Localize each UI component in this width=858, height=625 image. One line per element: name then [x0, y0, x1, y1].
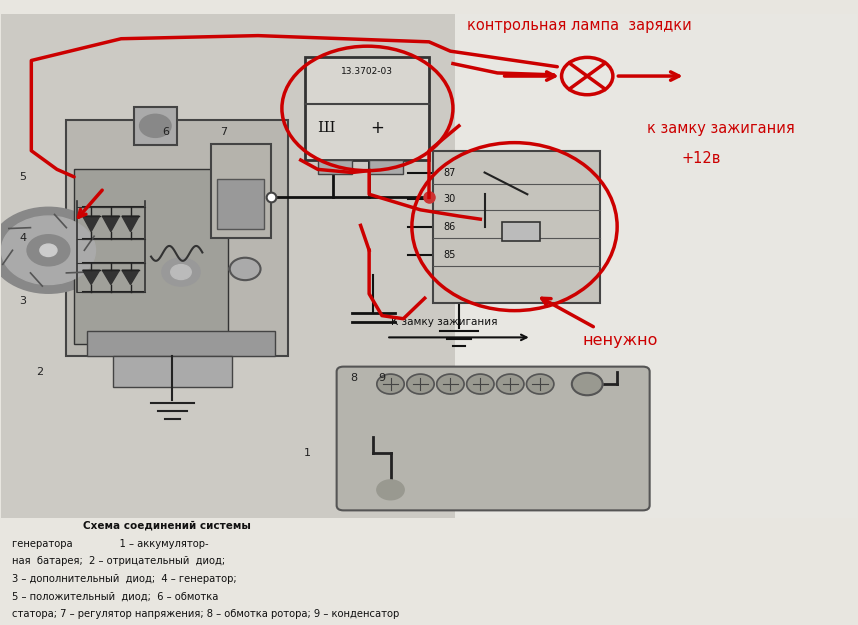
- Circle shape: [377, 374, 404, 394]
- Text: +: +: [371, 119, 384, 137]
- Text: 85: 85: [444, 250, 456, 260]
- Bar: [217, 179, 264, 229]
- Text: К замку зажигания: К замку зажигания: [390, 317, 497, 327]
- Bar: [369, 160, 403, 174]
- Bar: [74, 169, 228, 344]
- Text: 3 – дополнительный  диод;  4 – генератор;: 3 – дополнительный диод; 4 – генератор;: [12, 574, 236, 584]
- Circle shape: [2, 216, 95, 284]
- Text: +12в: +12в: [681, 151, 721, 166]
- Text: контрольная лампа  зарядки: контрольная лампа зарядки: [468, 18, 692, 32]
- Circle shape: [497, 374, 524, 394]
- Bar: [455, 14, 856, 518]
- Bar: [112, 356, 233, 387]
- Text: 86: 86: [444, 222, 456, 232]
- Text: 7: 7: [221, 127, 227, 137]
- Circle shape: [39, 244, 57, 256]
- Text: генератора               1 – аккумулятор-: генератора 1 – аккумулятор-: [12, 539, 208, 549]
- Circle shape: [0, 208, 106, 292]
- Text: Ш: Ш: [317, 121, 335, 135]
- Text: 5: 5: [19, 172, 27, 182]
- Bar: [134, 107, 177, 144]
- Text: 3: 3: [19, 296, 27, 306]
- Text: 5 – положительный  диод;  6 – обмотка: 5 – положительный диод; 6 – обмотка: [12, 591, 218, 601]
- Circle shape: [377, 480, 404, 500]
- Bar: [65, 119, 288, 356]
- Bar: [2, 14, 455, 518]
- Bar: [502, 222, 541, 241]
- Bar: [317, 160, 352, 174]
- Polygon shape: [122, 216, 139, 232]
- Text: 13.3702-03: 13.3702-03: [341, 67, 393, 76]
- Text: ная  батарея;  2 – отрицательный  диод;: ная батарея; 2 – отрицательный диод;: [12, 556, 225, 566]
- Text: к замку зажигания: к замку зажигания: [647, 121, 795, 136]
- Polygon shape: [102, 270, 119, 284]
- Polygon shape: [82, 270, 100, 284]
- Text: 4: 4: [19, 233, 27, 243]
- Text: 87: 87: [444, 168, 456, 177]
- Text: статора; 7 – регулятор напряжения; 8 – обмотка ротора; 9 – конденсатор: статора; 7 – регулятор напряжения; 8 – о…: [12, 609, 399, 619]
- Circle shape: [467, 374, 494, 394]
- Polygon shape: [82, 216, 100, 232]
- Polygon shape: [102, 216, 119, 232]
- Circle shape: [162, 258, 200, 286]
- FancyBboxPatch shape: [336, 367, 650, 511]
- Polygon shape: [122, 270, 139, 284]
- Text: ненужно: ненужно: [583, 333, 658, 348]
- Text: 8: 8: [350, 373, 357, 383]
- Text: 9: 9: [378, 373, 385, 383]
- Circle shape: [140, 114, 171, 137]
- Circle shape: [527, 374, 554, 394]
- Text: 30: 30: [444, 194, 456, 204]
- Circle shape: [407, 374, 434, 394]
- Circle shape: [171, 264, 191, 279]
- Circle shape: [27, 235, 69, 266]
- Circle shape: [437, 374, 464, 394]
- Bar: [305, 58, 429, 160]
- Circle shape: [230, 258, 261, 280]
- Text: 2: 2: [36, 367, 44, 377]
- Circle shape: [571, 373, 602, 395]
- Text: Схема соединений системы: Схема соединений системы: [82, 520, 251, 530]
- Text: 1: 1: [304, 448, 311, 458]
- Bar: [433, 151, 600, 303]
- Text: 6: 6: [162, 127, 169, 137]
- Bar: [87, 331, 275, 356]
- Bar: [211, 144, 271, 238]
